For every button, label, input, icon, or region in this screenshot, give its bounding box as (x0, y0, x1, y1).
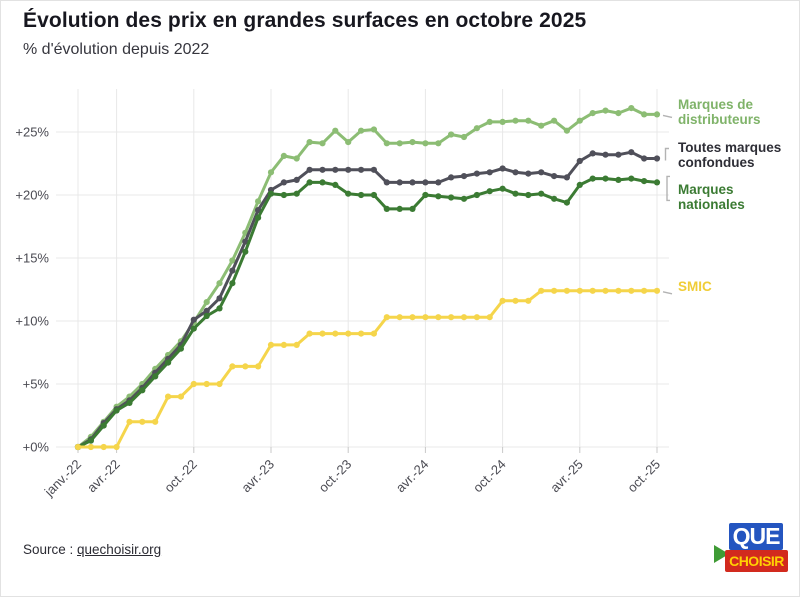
logo-que-box: QUE (729, 523, 783, 550)
svg-text:avr.-23: avr.-23 (238, 457, 277, 496)
svg-text:oct.-25: oct.-25 (624, 457, 663, 496)
chart-title: Évolution des prix en grandes surfaces e… (23, 9, 587, 32)
svg-text:+25%: +25% (15, 125, 49, 140)
svg-text:avr.-22: avr.-22 (84, 457, 123, 496)
svg-text:oct.-22: oct.-22 (161, 457, 200, 496)
source-prefix: Source : (23, 542, 78, 557)
svg-text:avr.-24: avr.-24 (393, 457, 432, 496)
price-evolution-line-chart: +0% +5% +10% +15% +20% +25% janv.-22 avr.-22 oct… (15, 89, 673, 500)
svg-text:oct.-24: oct.-24 (470, 457, 509, 496)
logo-choisir-box: CHOISIR (725, 550, 788, 572)
source-link[interactable]: quechoisir.org (77, 542, 162, 557)
chart-subtitle: % d'évolution depuis 2022 (23, 41, 210, 58)
legend-toutes-marques-confondues: Toutes marques confondues (678, 140, 782, 171)
svg-text:avr.-25: avr.-25 (547, 457, 586, 496)
source-line: Source : quechoisir.org (23, 542, 161, 557)
legend-marques-distributeurs: Marques de distributeurs (678, 97, 761, 128)
svg-text:+15%: +15% (15, 251, 49, 266)
legend-marques-nationales: Marques nationales (678, 182, 745, 213)
svg-text:+20%: +20% (15, 188, 49, 203)
svg-text:+0%: +0% (23, 440, 50, 455)
svg-text:+10%: +10% (15, 314, 49, 329)
svg-text:+5%: +5% (23, 377, 50, 392)
legend-smic: SMIC (678, 279, 712, 294)
que-choisir-logo: QUE CHOISIR (714, 522, 790, 575)
svg-text:janv.-22: janv.-22 (41, 457, 84, 500)
svg-text:oct.-23: oct.-23 (316, 457, 355, 496)
